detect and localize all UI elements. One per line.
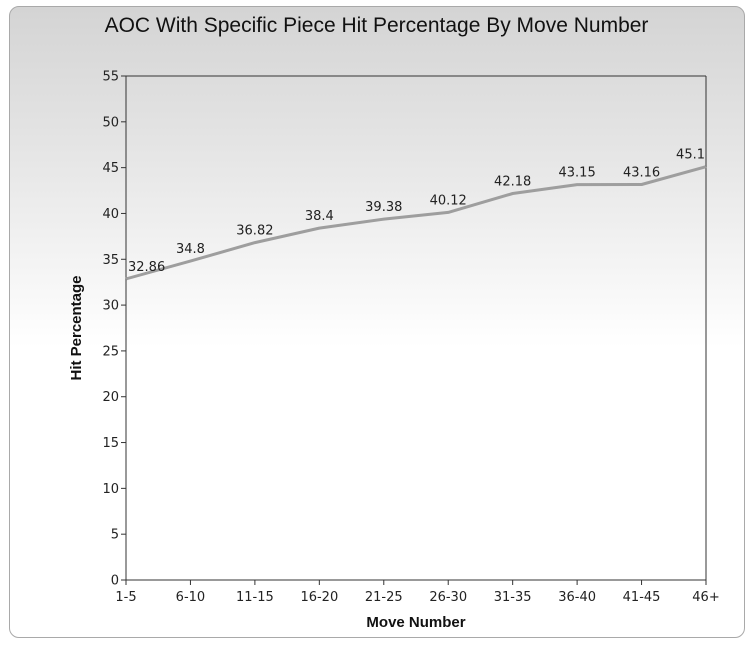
y-axis-ticks: 0 5 10 15 20 25 30 35 40 45 50 55: [102, 70, 126, 589]
x-tick-label: 21-25: [365, 590, 403, 605]
data-label: 45.1: [676, 148, 705, 163]
data-label: 38.4: [305, 209, 334, 224]
data-label: 32.86: [128, 260, 165, 275]
data-label: 36.82: [236, 224, 273, 239]
data-label: 43.16: [623, 165, 660, 180]
x-tick-label: 1-5: [115, 590, 136, 605]
data-labels: 32.86 34.8 36.82 38.4 39.38 40.12 42.18 43.15 43…: [128, 148, 705, 275]
chart-card: [9, 6, 745, 638]
series-line: [125, 165, 707, 281]
y-tick-label: 15: [102, 436, 119, 451]
x-tick-label: 6-10: [176, 590, 206, 605]
y-tick-label: 25: [102, 344, 119, 359]
y-tick-label: 5: [111, 528, 119, 543]
data-label: 39.38: [365, 200, 402, 215]
y-axis-title: Hit Percentage: [68, 275, 85, 380]
x-tick-label: 46+: [692, 590, 719, 605]
x-tick-label: 41-45: [623, 590, 661, 605]
y-tick-label: 35: [102, 253, 119, 268]
y-tick-label: 50: [102, 115, 119, 130]
x-tick-label: 36-40: [558, 590, 596, 605]
y-tick-label: 10: [102, 482, 119, 497]
y-tick-label: 30: [102, 299, 119, 314]
data-label: 42.18: [494, 174, 531, 189]
y-tick-label: 55: [102, 70, 119, 85]
x-tick-label: 31-35: [494, 590, 532, 605]
x-tick-label: 11-15: [236, 590, 274, 605]
data-label: 43.15: [559, 166, 596, 181]
y-tick-label: 40: [102, 207, 119, 222]
x-tick-label: 16-20: [300, 590, 338, 605]
y-tick-label: 0: [111, 574, 119, 589]
x-tick-label: 26-30: [429, 590, 467, 605]
y-tick-label: 20: [102, 390, 119, 405]
x-axis-ticks: 1-5 6-10 11-15 16-20 21-25 26-30 31-35 36-40 41-…: [115, 580, 720, 605]
chart-title: AOC With Specific Piece Hit Percentage B…: [104, 14, 649, 37]
data-label: 40.12: [430, 193, 467, 208]
y-tick-label: 45: [102, 161, 119, 176]
x-axis-title: Move Number: [366, 614, 465, 631]
data-label: 34.8: [176, 242, 205, 257]
